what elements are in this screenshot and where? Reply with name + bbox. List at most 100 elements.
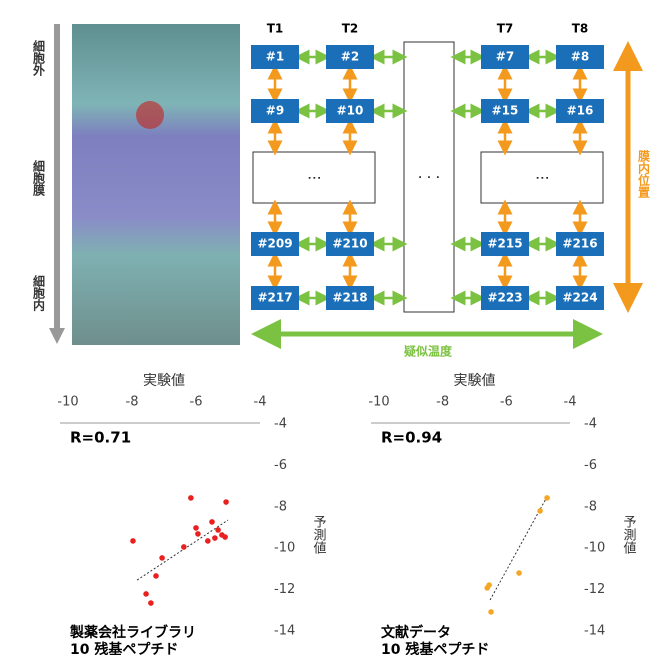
- y-tick-label: -10: [274, 541, 295, 556]
- y-tick-label: -12: [274, 582, 295, 597]
- node: [251, 99, 299, 123]
- x-tick-label: -4: [564, 395, 577, 410]
- node-label: #209: [257, 237, 292, 251]
- node-label: #210: [332, 237, 367, 251]
- point: [181, 544, 187, 550]
- ellipsis-box: [480, 151, 604, 204]
- node-label: #217: [257, 291, 292, 305]
- peptide-image: [136, 101, 164, 129]
- point: [212, 535, 218, 541]
- node: [481, 232, 529, 256]
- x-tick-label: -10: [57, 395, 78, 410]
- caption: 文献データ: [381, 624, 451, 641]
- side-label: 細胞内: [32, 274, 46, 312]
- node: [251, 45, 299, 69]
- node: [556, 286, 604, 310]
- ellipsis: ⋮: [306, 171, 322, 185]
- point: [488, 609, 494, 615]
- node: [481, 286, 529, 310]
- y-tick-label: -8: [584, 499, 597, 514]
- point: [209, 519, 215, 525]
- annotation: R=0.94: [381, 429, 442, 447]
- point: [516, 570, 522, 576]
- side-arrow-head: [49, 328, 65, 344]
- caption: 製薬会社ライブラリ: [69, 624, 196, 641]
- y-tick-label: -14: [584, 624, 605, 639]
- node-label: #1: [266, 50, 284, 64]
- y-tick-label: -8: [274, 499, 287, 514]
- point: [188, 495, 194, 501]
- trend-line: [136, 519, 229, 581]
- y-tick-label: -4: [584, 417, 597, 432]
- node: [326, 99, 374, 123]
- column-label: T2: [342, 22, 359, 36]
- x-tick-label: -10: [368, 395, 389, 410]
- y-axis-title: 予測値: [311, 515, 327, 554]
- ellipsis-box: [252, 151, 376, 204]
- point: [205, 538, 211, 544]
- middle-box: [403, 41, 455, 313]
- ellipsis: · · ·: [418, 170, 440, 186]
- node: [556, 99, 604, 123]
- node-label: #216: [562, 237, 597, 251]
- node: [251, 286, 299, 310]
- node: [326, 45, 374, 69]
- node: [556, 232, 604, 256]
- node-label: #15: [492, 104, 519, 118]
- caption: 10 残基ペプチド: [381, 641, 489, 655]
- y-tick-label: -10: [584, 541, 605, 556]
- node-label: #224: [562, 291, 597, 305]
- x-tick-label: -8: [126, 395, 139, 410]
- node-label: #223: [487, 291, 522, 305]
- side-label: 細胞膜: [32, 159, 46, 197]
- node: [326, 232, 374, 256]
- column-label: T7: [497, 22, 514, 36]
- membrane-image: [72, 24, 240, 345]
- y-tick-label: -6: [274, 458, 287, 473]
- column-label: T8: [572, 22, 589, 36]
- column-label: T1: [267, 22, 284, 36]
- node: [326, 286, 374, 310]
- x-tick-label: -6: [500, 395, 513, 410]
- point: [215, 527, 221, 533]
- point: [544, 495, 550, 501]
- node-label: #16: [567, 104, 594, 118]
- node: [481, 45, 529, 69]
- point: [537, 508, 543, 514]
- side-label: 細胞外: [32, 39, 46, 77]
- node-label: #9: [266, 104, 284, 118]
- ellipsis: ⋮: [534, 171, 550, 185]
- point: [153, 573, 159, 579]
- point: [484, 585, 491, 591]
- point: [193, 525, 199, 531]
- point: [143, 591, 149, 597]
- node-label: #218: [332, 291, 367, 305]
- x-tick-label: -4: [254, 395, 267, 410]
- x-tick-label: -8: [436, 395, 449, 410]
- y-tick-label: -12: [584, 582, 605, 597]
- node-label: #2: [341, 50, 359, 64]
- y-tick-label: -4: [274, 417, 287, 432]
- node-label: #10: [337, 104, 364, 118]
- point: [222, 534, 228, 540]
- y-axis-title: 予測値: [621, 515, 637, 554]
- node: [251, 232, 299, 256]
- node-label: #8: [571, 50, 589, 64]
- node: [556, 45, 604, 69]
- x-axis-title: 実験値: [143, 373, 185, 389]
- x-axis-title: 実験値: [454, 373, 496, 389]
- node: [481, 99, 529, 123]
- y-tick-label: -6: [584, 458, 597, 473]
- caption: 10 残基ペプチド: [70, 641, 178, 655]
- point: [195, 531, 201, 537]
- point: [130, 538, 136, 544]
- node-label: #7: [496, 50, 514, 64]
- x-tick-label: -6: [190, 395, 203, 410]
- axis-label: 膜内位置: [637, 149, 651, 198]
- axis-label: 疑似温度: [404, 344, 453, 359]
- y-tick-label: -14: [274, 624, 295, 639]
- node-label: #215: [487, 237, 522, 251]
- point: [223, 499, 229, 505]
